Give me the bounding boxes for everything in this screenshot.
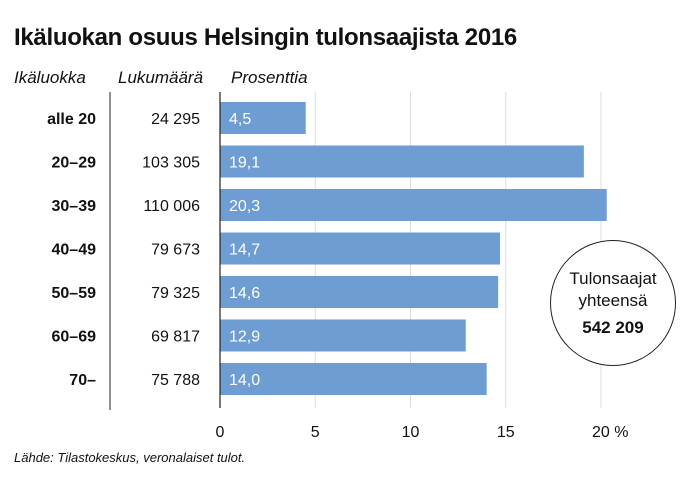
bar-value-label: 4,5 (229, 111, 251, 128)
bar (220, 232, 501, 265)
bar (220, 276, 499, 308)
total-label-line1: Tulonsaajat (569, 269, 657, 288)
count-value: 69 817 (151, 329, 200, 346)
age-category-label: alle 20 (47, 111, 96, 128)
bar-value-label: 19,1 (229, 155, 260, 172)
bar (220, 102, 306, 134)
bar (220, 189, 607, 221)
x-tick-label: 15 (497, 424, 515, 441)
count-value: 75 788 (151, 372, 200, 389)
age-category-label: 70– (69, 372, 96, 389)
age-column-header: Ikäluokka (14, 68, 86, 87)
age-category-label: 60–69 (52, 329, 97, 346)
chart-title: Ikäluokan osuus Helsingin tulonsaajista … (14, 24, 517, 51)
bar-value-label: 12,9 (229, 329, 260, 346)
count-value: 110 006 (143, 198, 200, 215)
age-category-label: 20–29 (52, 155, 97, 172)
bar-value-label: 14,0 (229, 372, 260, 389)
bar-value-label: 14,6 (229, 285, 260, 302)
bar (220, 319, 466, 352)
age-category-label: 50–59 (52, 285, 97, 302)
percent-column-header: Prosenttia (231, 68, 308, 87)
age-category-label: 40–49 (52, 242, 97, 259)
bar-value-label: 20,3 (229, 198, 260, 215)
x-tick-label: 10 (402, 424, 420, 441)
x-tick-label: 0 (216, 424, 225, 441)
x-tick-label: 20 % (592, 424, 628, 441)
bar-value-label: 14,7 (229, 242, 260, 259)
total-label-line2: yhteensä (578, 291, 648, 310)
count-value: 24 295 (151, 111, 200, 128)
total-earners-circle: Tulonsaajat yhteensä 542 209 (550, 240, 676, 366)
bar (220, 145, 584, 178)
age-category-label: 30–39 (52, 198, 97, 215)
source-note: Lähde: Tilastokeskus, veronalaiset tulot… (14, 450, 246, 465)
count-column-header: Lukumäärä (118, 68, 204, 87)
count-value: 103 305 (142, 155, 200, 172)
count-value: 79 325 (151, 285, 200, 302)
total-value: 542 209 (582, 318, 644, 337)
count-value: 79 673 (151, 242, 200, 259)
x-tick-label: 5 (311, 424, 320, 441)
bar (220, 363, 487, 395)
